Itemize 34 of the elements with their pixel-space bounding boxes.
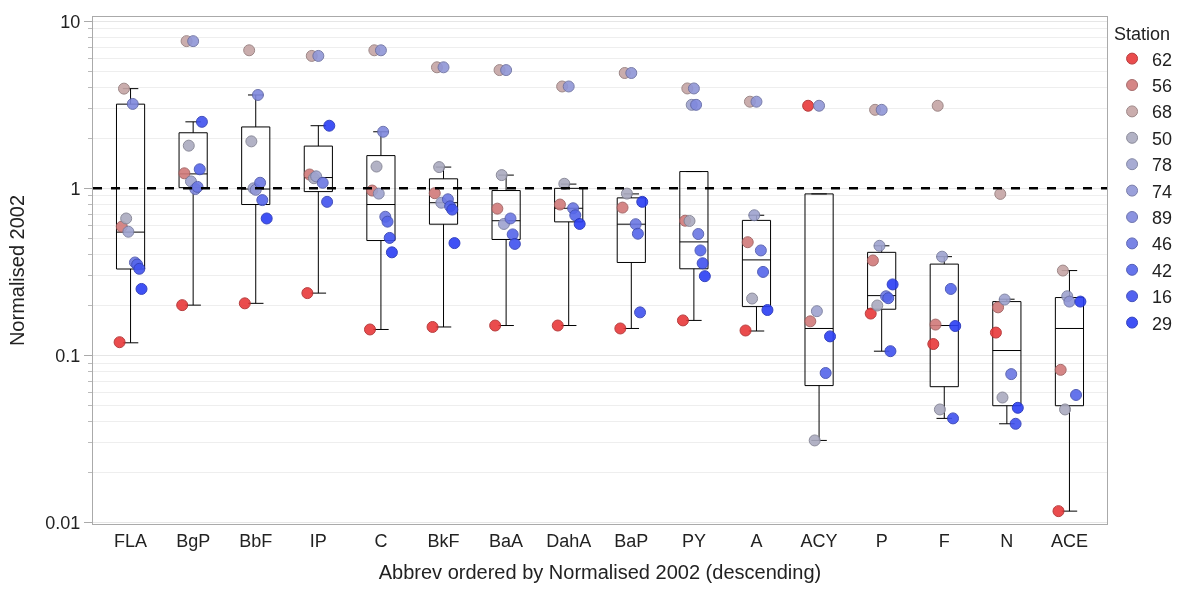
y-tick-label: 0.01 [45, 512, 81, 533]
legend-title: Station [1114, 24, 1171, 45]
legend-label: 89 [1152, 208, 1173, 229]
x-tick-label: BgP [176, 530, 211, 551]
legend-label: 29 [1152, 313, 1173, 334]
x-tick-label: BkF [427, 530, 460, 551]
legend-label: 62 [1152, 49, 1173, 70]
x-tick-label: PY [681, 530, 706, 551]
x-tick-label: BaA [489, 530, 524, 551]
legend-label: 74 [1152, 181, 1173, 202]
legend-label: 46 [1152, 234, 1173, 255]
x-axis-title: Abbrev ordered by Normalised 2002 (descending) [378, 561, 822, 584]
y-tick-label: 0.1 [55, 345, 81, 366]
legend-label: 50 [1152, 128, 1173, 149]
x-tick-label: N [1000, 530, 1014, 551]
x-tick-label: P [875, 530, 888, 551]
x-tick-label: F [938, 530, 950, 551]
legend-label: 56 [1152, 76, 1173, 97]
x-tick-label: BbF [239, 530, 273, 551]
y-tick-label: 1 [70, 178, 81, 199]
x-tick-label: DahA [546, 530, 592, 551]
y-tick-label: 10 [60, 11, 81, 32]
x-tick-label: IP [309, 530, 327, 551]
x-tick-label: FLA [114, 530, 148, 551]
y-axis-title: Normalised 2002 [5, 194, 28, 347]
legend-label: 78 [1152, 155, 1173, 176]
x-tick-label: ACY [800, 530, 838, 551]
legend-label: 42 [1152, 260, 1173, 281]
legend-label: 68 [1152, 102, 1173, 123]
legend-label: 16 [1152, 287, 1173, 308]
x-tick-label: BaP [614, 530, 649, 551]
x-tick-label: A [750, 530, 763, 551]
x-tick-label: C [374, 530, 388, 551]
x-tick-label: ACE [1050, 530, 1088, 551]
